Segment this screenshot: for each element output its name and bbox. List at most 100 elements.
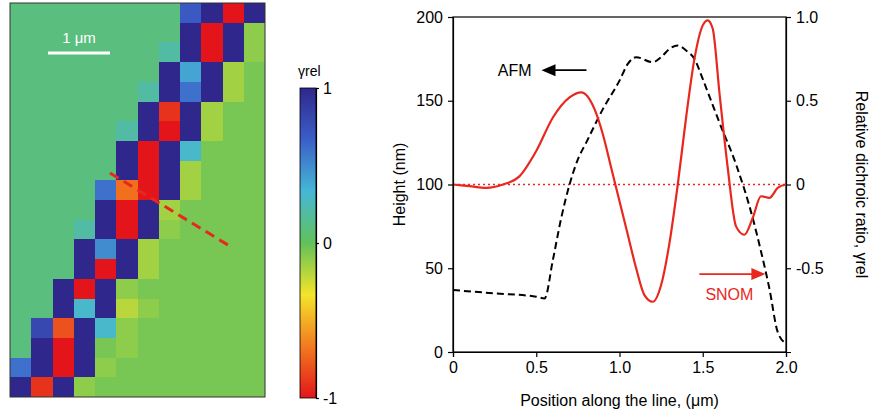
cell xyxy=(138,279,160,299)
cell xyxy=(53,358,75,378)
tick-mark xyxy=(786,268,791,269)
cell xyxy=(116,42,138,62)
tick-mark xyxy=(448,17,453,18)
cell xyxy=(201,338,223,358)
cell xyxy=(53,141,75,161)
cell xyxy=(95,141,117,161)
tick-label: 0 xyxy=(434,344,443,361)
cell xyxy=(244,62,265,82)
tick-label: 150 xyxy=(416,92,443,109)
cell xyxy=(159,23,181,43)
cell xyxy=(180,141,202,161)
tick-mark xyxy=(786,17,791,18)
cell xyxy=(31,102,53,122)
cell xyxy=(138,200,160,220)
cell xyxy=(180,82,202,102)
cell xyxy=(138,141,160,161)
label-arrow-head xyxy=(541,64,555,76)
cell xyxy=(223,3,245,23)
cell xyxy=(244,220,265,240)
cell xyxy=(53,3,75,23)
cell xyxy=(201,239,223,259)
cell xyxy=(223,358,245,378)
tick: 0 xyxy=(449,352,458,376)
plot-frame xyxy=(453,17,786,352)
cell xyxy=(159,161,181,181)
cell xyxy=(116,318,138,338)
cell xyxy=(180,180,202,200)
cell xyxy=(138,299,160,319)
cell xyxy=(74,3,96,23)
cell xyxy=(244,338,265,358)
cell xyxy=(116,121,138,141)
cell xyxy=(201,23,223,43)
scale-bar-label: 1 μm xyxy=(62,29,96,46)
cell xyxy=(53,82,75,102)
cell xyxy=(244,161,265,181)
cell xyxy=(31,3,53,23)
cell xyxy=(31,377,53,397)
cell xyxy=(244,318,265,338)
tick-mark xyxy=(448,268,453,269)
series-line xyxy=(453,45,786,343)
cell xyxy=(95,121,117,141)
cell xyxy=(31,239,53,259)
cell xyxy=(31,121,53,141)
cell xyxy=(31,299,53,319)
tick-mark xyxy=(316,243,319,244)
tick: 1.0 xyxy=(786,9,818,26)
cell xyxy=(201,141,223,161)
cell xyxy=(201,299,223,319)
tick: 0.5 xyxy=(526,352,548,376)
cell xyxy=(223,82,245,102)
cell xyxy=(74,299,96,319)
cell xyxy=(53,220,75,240)
cell xyxy=(159,3,181,23)
cell xyxy=(138,338,160,358)
cell xyxy=(159,102,181,122)
cell xyxy=(74,239,96,259)
cell xyxy=(95,259,117,279)
cell xyxy=(10,299,32,319)
cell xyxy=(74,141,96,161)
cell xyxy=(53,299,75,319)
y-axis: 050100150200 xyxy=(416,9,453,361)
cell xyxy=(159,82,181,102)
tick-label: 0.5 xyxy=(526,359,548,376)
axis-line xyxy=(448,18,454,353)
cell xyxy=(10,102,32,122)
cell xyxy=(180,377,202,397)
cell xyxy=(10,3,32,23)
tick: 0 xyxy=(434,344,453,361)
cell xyxy=(223,121,245,141)
tick: -1 xyxy=(316,390,337,407)
cell xyxy=(223,299,245,319)
cell xyxy=(74,318,96,338)
tick-label: 0 xyxy=(323,235,332,252)
cell xyxy=(201,279,223,299)
tick: 200 xyxy=(416,9,453,26)
tick-label: 1 xyxy=(323,80,332,97)
cell xyxy=(10,358,32,378)
cell xyxy=(95,279,117,299)
cell xyxy=(53,161,75,181)
cell xyxy=(180,358,202,378)
tick: 0 xyxy=(786,176,805,193)
cell xyxy=(244,299,265,319)
cell xyxy=(180,239,202,259)
cell xyxy=(138,161,160,181)
cell xyxy=(201,62,223,82)
tick-mark xyxy=(536,352,537,357)
cell xyxy=(116,377,138,397)
cell xyxy=(116,23,138,43)
label-arrow-head xyxy=(751,268,765,280)
cell xyxy=(201,102,223,122)
series-label: SNOM xyxy=(705,286,753,303)
cell xyxy=(223,23,245,43)
plot-area xyxy=(453,20,786,343)
axis-line xyxy=(787,18,792,353)
cell xyxy=(74,259,96,279)
cell xyxy=(95,200,117,220)
cell xyxy=(10,82,32,102)
cell xyxy=(159,62,181,82)
